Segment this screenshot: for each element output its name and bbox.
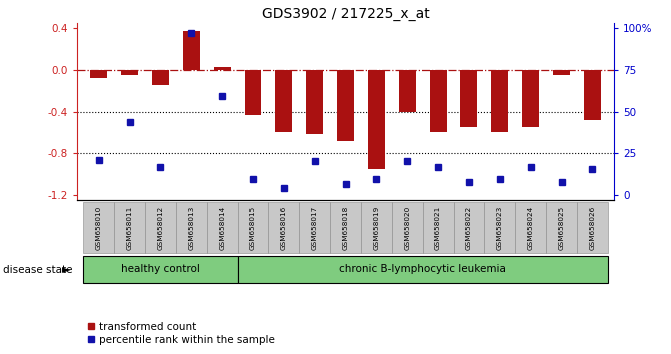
Bar <box>238 202 268 253</box>
Text: GSM658013: GSM658013 <box>189 205 195 250</box>
Text: GSM658015: GSM658015 <box>250 205 256 250</box>
Bar <box>546 202 577 253</box>
Bar <box>299 202 330 253</box>
Bar <box>399 70 416 112</box>
Bar <box>337 70 354 141</box>
Text: GSM658021: GSM658021 <box>435 205 441 250</box>
Bar <box>522 70 539 127</box>
Bar <box>491 70 509 132</box>
Bar <box>268 202 299 253</box>
Legend: transformed count, percentile rank within the sample: transformed count, percentile rank withi… <box>83 317 279 349</box>
Bar <box>429 70 447 132</box>
Text: GSM658017: GSM658017 <box>312 205 317 250</box>
Bar <box>460 70 478 127</box>
Bar <box>176 202 207 253</box>
Title: GDS3902 / 217225_x_at: GDS3902 / 217225_x_at <box>262 7 429 21</box>
Bar <box>330 202 361 253</box>
Bar <box>515 202 546 253</box>
Bar <box>392 202 423 253</box>
Text: GSM658012: GSM658012 <box>158 205 164 250</box>
Bar <box>238 256 608 284</box>
Text: GSM658019: GSM658019 <box>374 205 379 250</box>
Bar <box>213 67 231 70</box>
Bar <box>207 202 238 253</box>
Bar <box>361 202 392 253</box>
Text: GSM658011: GSM658011 <box>127 205 133 250</box>
Bar <box>152 70 169 85</box>
Text: GSM658025: GSM658025 <box>558 205 564 250</box>
Bar <box>553 70 570 75</box>
Text: GSM658026: GSM658026 <box>589 205 595 250</box>
Text: GSM658022: GSM658022 <box>466 205 472 250</box>
Bar <box>114 202 145 253</box>
Bar <box>121 70 138 75</box>
Bar <box>454 202 484 253</box>
Bar <box>584 70 601 120</box>
Text: GSM658023: GSM658023 <box>497 205 503 250</box>
Bar <box>91 70 107 78</box>
Bar <box>275 70 293 132</box>
Bar <box>83 256 238 284</box>
Bar <box>145 202 176 253</box>
Text: GSM658020: GSM658020 <box>404 205 410 250</box>
Text: disease state: disease state <box>3 265 73 275</box>
Text: GSM658014: GSM658014 <box>219 205 225 250</box>
Text: GSM658018: GSM658018 <box>343 205 348 250</box>
Text: GSM658024: GSM658024 <box>527 205 533 250</box>
Bar <box>244 70 262 115</box>
Bar <box>577 202 608 253</box>
Text: ►: ► <box>62 265 70 275</box>
Text: chronic B-lymphocytic leukemia: chronic B-lymphocytic leukemia <box>340 264 506 274</box>
Bar <box>183 32 200 70</box>
Bar <box>83 202 114 253</box>
Bar <box>306 70 323 135</box>
Bar <box>423 202 454 253</box>
Text: GSM658016: GSM658016 <box>281 205 287 250</box>
Text: healthy control: healthy control <box>121 264 200 274</box>
Bar <box>368 70 385 169</box>
Text: GSM658010: GSM658010 <box>96 205 102 250</box>
Bar <box>484 202 515 253</box>
